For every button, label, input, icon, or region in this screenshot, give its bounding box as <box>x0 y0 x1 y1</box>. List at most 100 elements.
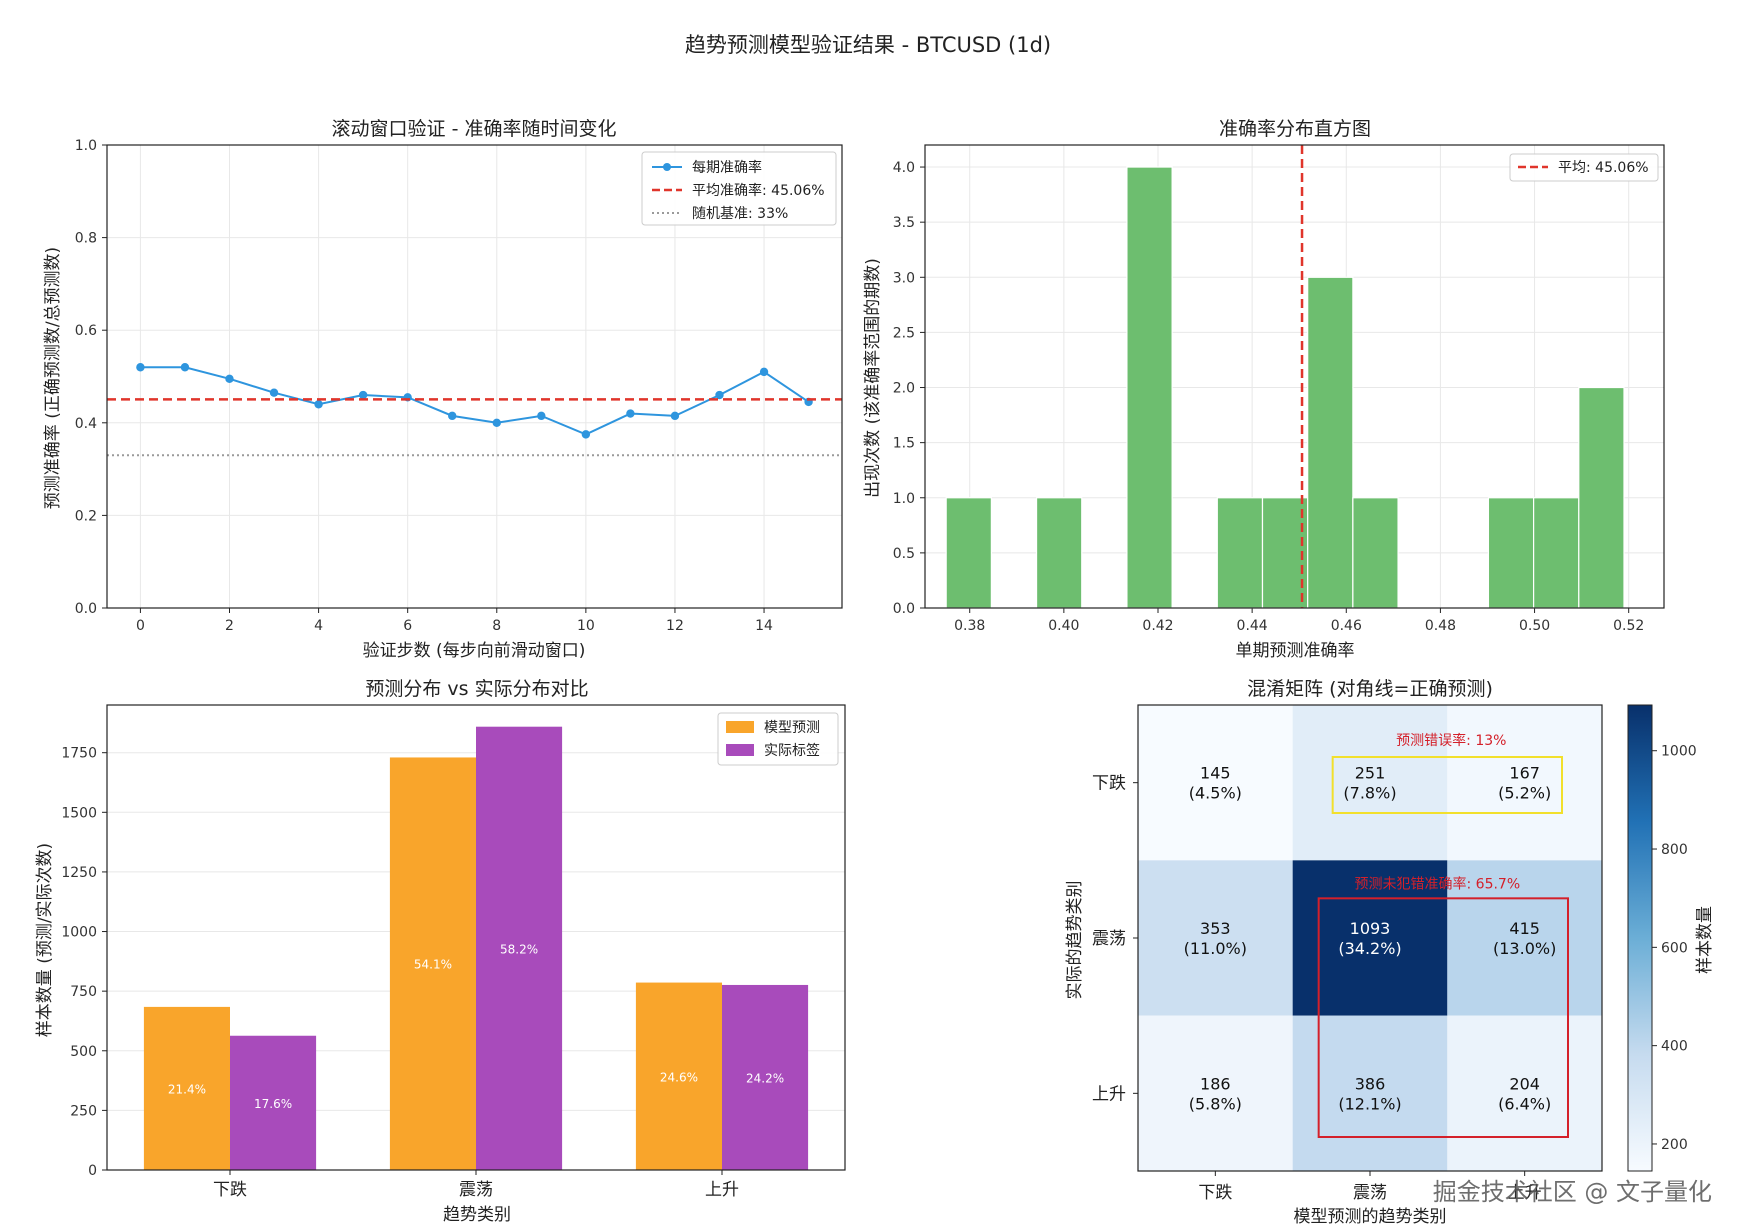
rolling-x-tick-label: 14 <box>755 618 773 634</box>
rolling-y-tick-label: 0.2 <box>75 508 97 524</box>
histogram-bar <box>1352 497 1399 609</box>
confusion-x-category: 震荡 <box>1353 1183 1387 1203</box>
rolling-x-label: 验证步数 (每步向前滑动窗口) <box>363 641 586 661</box>
confusion-cell-count: 415 <box>1509 919 1540 938</box>
histogram-x-label: 单期预测准确率 <box>1236 641 1355 661</box>
distribution-y-tick-label: 500 <box>70 1044 97 1060</box>
bar-percent-label: 24.6% <box>660 1070 698 1084</box>
accuracy-data-point <box>715 390 724 400</box>
rolling-legend-box <box>641 151 837 226</box>
watermark: 掘金技术社区 @ 文子量化 <box>1433 1178 1712 1206</box>
colorbar-label: 样本数量 <box>1695 906 1715 974</box>
histogram-x-tick-label: 0.44 <box>1237 618 1268 634</box>
rolling-x-tick-label: 8 <box>492 618 501 634</box>
confusion-cell-percent: (5.2%) <box>1498 784 1551 803</box>
distribution-y-tick-label: 1500 <box>61 805 97 821</box>
histogram-y-tick-label: 2.5 <box>893 325 915 341</box>
colorbar-tick-label: 400 <box>1661 1039 1688 1055</box>
confusion-cell-count: 1093 <box>1350 919 1391 938</box>
histogram-x-tick-label: 0.52 <box>1613 618 1644 634</box>
confusion-cell <box>1138 705 1293 861</box>
accuracy-data-point <box>581 430 591 439</box>
histogram-bar <box>1126 166 1173 609</box>
bar-percent-label: 54.1% <box>414 958 452 972</box>
accuracy-data-point <box>225 374 234 384</box>
legend-entry-actual: 实际标签 <box>764 742 820 759</box>
legend-entry-predicted: 模型预测 <box>764 720 820 736</box>
error-rate-highlight-box <box>1331 756 1563 814</box>
figure-title: 趋势预测模型验证结果 - BTCUSD (1d) <box>685 33 1051 57</box>
histogram-x-tick-label: 0.46 <box>1331 618 1362 634</box>
confusion-cell <box>1138 860 1293 1016</box>
legend-pred-swatch <box>726 721 754 733</box>
confusion-cell-percent: (11.0%) <box>1184 939 1247 958</box>
confusion-cell-percent: (12.1%) <box>1338 1094 1401 1113</box>
rolling-x-tick-label: 0 <box>136 618 145 634</box>
colorbar <box>1627 704 1653 1172</box>
confusion-cell <box>1138 1015 1293 1171</box>
histogram-legend: 平均: 45.06% <box>1509 153 1659 182</box>
confusion-y-label: 实际的趋势类别 <box>1065 881 1085 1000</box>
confusion-matrix-chart: 混淆矩阵 (对角线=正确预测) 模型预测的趋势类别 实际的趋势类别 145(4.… <box>1065 678 1715 1227</box>
histogram-bar <box>1035 497 1083 609</box>
confusion-x-category: 上升 <box>1508 1183 1542 1203</box>
rolling-plot-frame <box>106 144 843 609</box>
confusion-y-category: 震荡 <box>1092 929 1126 949</box>
distribution-y-tick-label: 0 <box>88 1163 97 1179</box>
confusion-cell-percent: (13.0%) <box>1493 939 1556 958</box>
rolling-y-tick-label: 0.0 <box>75 601 97 617</box>
rolling-legend: 每期准确率 平均准确率: 45.06% 随机基准: 33% <box>641 151 837 226</box>
legend-entry-mean: 平均准确率: 45.06% <box>692 182 825 199</box>
confusion-y-category: 下跌 <box>1092 774 1126 794</box>
rolling-x-tick-label: 12 <box>666 618 684 634</box>
confusion-cell <box>1447 705 1602 861</box>
distribution-y-tick-label: 750 <box>70 984 97 1000</box>
histogram-x-tick-label: 0.40 <box>1048 618 1079 634</box>
histogram-y-tick-label: 3.0 <box>893 270 915 286</box>
histogram-title: 准确率分布直方图 <box>1219 118 1371 140</box>
accuracy-data-point <box>626 409 635 418</box>
colorbar-tick-label: 200 <box>1661 1137 1688 1153</box>
distribution-comparison-chart: 预测分布 vs 实际分布对比 趋势类别 样本数量 (预测/实际次数) 0 250 5… <box>35 678 846 1225</box>
accuracy-highlight-box <box>1317 897 1569 1138</box>
confusion-cell-count: 186 <box>1200 1074 1231 1093</box>
rolling-y-tick-label: 0.8 <box>75 231 97 247</box>
histogram-y-tick-label: 1.5 <box>893 436 915 452</box>
rolling-y-tick-label: 0.4 <box>75 416 97 432</box>
distribution-category-label: 震荡 <box>459 1180 493 1200</box>
accuracy-data-point <box>492 418 501 427</box>
distribution-legend: 模型预测 实际标签 <box>717 712 839 766</box>
confusion-cell-count: 167 <box>1509 764 1540 783</box>
histogram-bar <box>1216 497 1264 609</box>
confusion-cell-percent: (34.2%) <box>1338 939 1401 958</box>
bar-percent-label: 17.6% <box>254 1097 292 1111</box>
distribution-y-tick-label: 1750 <box>61 746 97 762</box>
histogram-bar <box>1487 497 1535 609</box>
confusion-cell-count: 251 <box>1355 764 1386 783</box>
confusion-cell-count: 145 <box>1200 764 1231 783</box>
predicted-bar <box>635 982 722 1170</box>
colorbar-tick-label: 600 <box>1661 940 1688 956</box>
distribution-y-tick-label: 1250 <box>61 865 97 881</box>
confusion-cell-count: 353 <box>1200 919 1231 938</box>
confusion-cell <box>1447 860 1602 1016</box>
confusion-cell-percent: (7.8%) <box>1343 784 1396 803</box>
distribution-title: 预测分布 vs 实际分布对比 <box>365 678 588 700</box>
confusion-x-label: 模型预测的趋势类别 <box>1294 1207 1447 1227</box>
accuracy-data-point <box>136 363 145 372</box>
accuracy-histogram-chart: 准确率分布直方图 单期预测准确率 出现次数 (该准确率范围的期数) 0.0 0.5… <box>863 118 1665 661</box>
legend-entry-hist-mean: 平均: 45.06% <box>1558 160 1649 176</box>
colorbar-tick-label: 800 <box>1661 842 1688 858</box>
histogram-y-tick-label: 1.0 <box>893 491 915 507</box>
histogram-y-tick-label: 0.5 <box>893 546 915 562</box>
legend-entry-baseline: 随机基准: 33% <box>692 205 788 222</box>
confusion-cell <box>1292 705 1448 861</box>
distribution-category-label: 上升 <box>705 1180 739 1200</box>
rolling-chart-title: 滚动窗口验证 - 准确率随时间变化 <box>332 118 617 140</box>
histogram-bar <box>945 497 992 609</box>
distribution-y-tick-label: 250 <box>70 1103 97 1119</box>
confusion-cell-count: 204 <box>1509 1074 1540 1093</box>
actual-bar <box>476 726 563 1170</box>
distribution-x-label: 趋势类别 <box>443 1205 511 1225</box>
legend-entry-per-period: 每期准确率 <box>692 159 762 176</box>
